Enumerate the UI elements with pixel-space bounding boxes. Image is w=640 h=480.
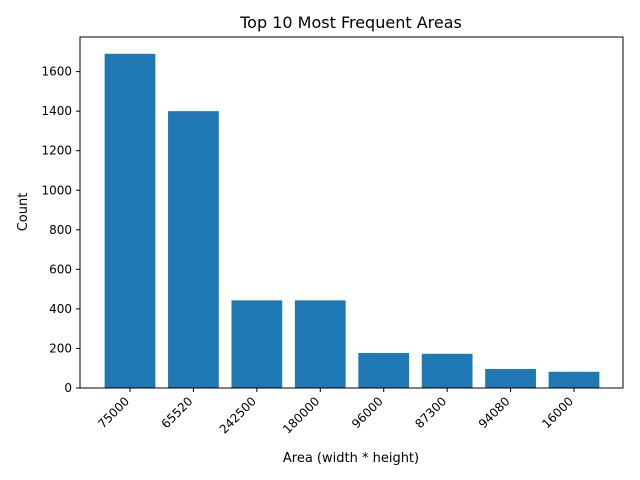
bar-65520	[168, 111, 219, 388]
y-tick-label: 200	[49, 341, 72, 355]
bar-87300	[421, 353, 473, 388]
bars-group	[104, 53, 600, 389]
bar-16000	[548, 371, 600, 388]
y-tick-label: 800	[49, 223, 72, 237]
y-tick-label: 400	[49, 302, 72, 316]
y-tick-label: 1000	[41, 183, 72, 197]
y-tick-label: 600	[49, 262, 72, 276]
plot-frame	[79, 36, 624, 389]
y-axis-label: Count	[16, 193, 31, 232]
y-tick-label: 1600	[41, 65, 72, 79]
bar-242500	[231, 300, 283, 388]
bar-75000	[104, 53, 156, 389]
bar-96000	[358, 352, 410, 388]
chart-title: Top 10 Most Frequent Areas	[239, 13, 462, 32]
y-tick-label: 1200	[41, 144, 72, 158]
y-tick-label: 0	[64, 381, 72, 395]
bar-180000	[294, 300, 346, 388]
y-tick-label: 1400	[41, 104, 72, 118]
x-axis-label: Area (width * height)	[283, 451, 419, 466]
y-axis-ticks: 0 200 400 600 800 1000 1200 1400 1600	[41, 65, 80, 395]
bar-94080	[485, 369, 536, 388]
